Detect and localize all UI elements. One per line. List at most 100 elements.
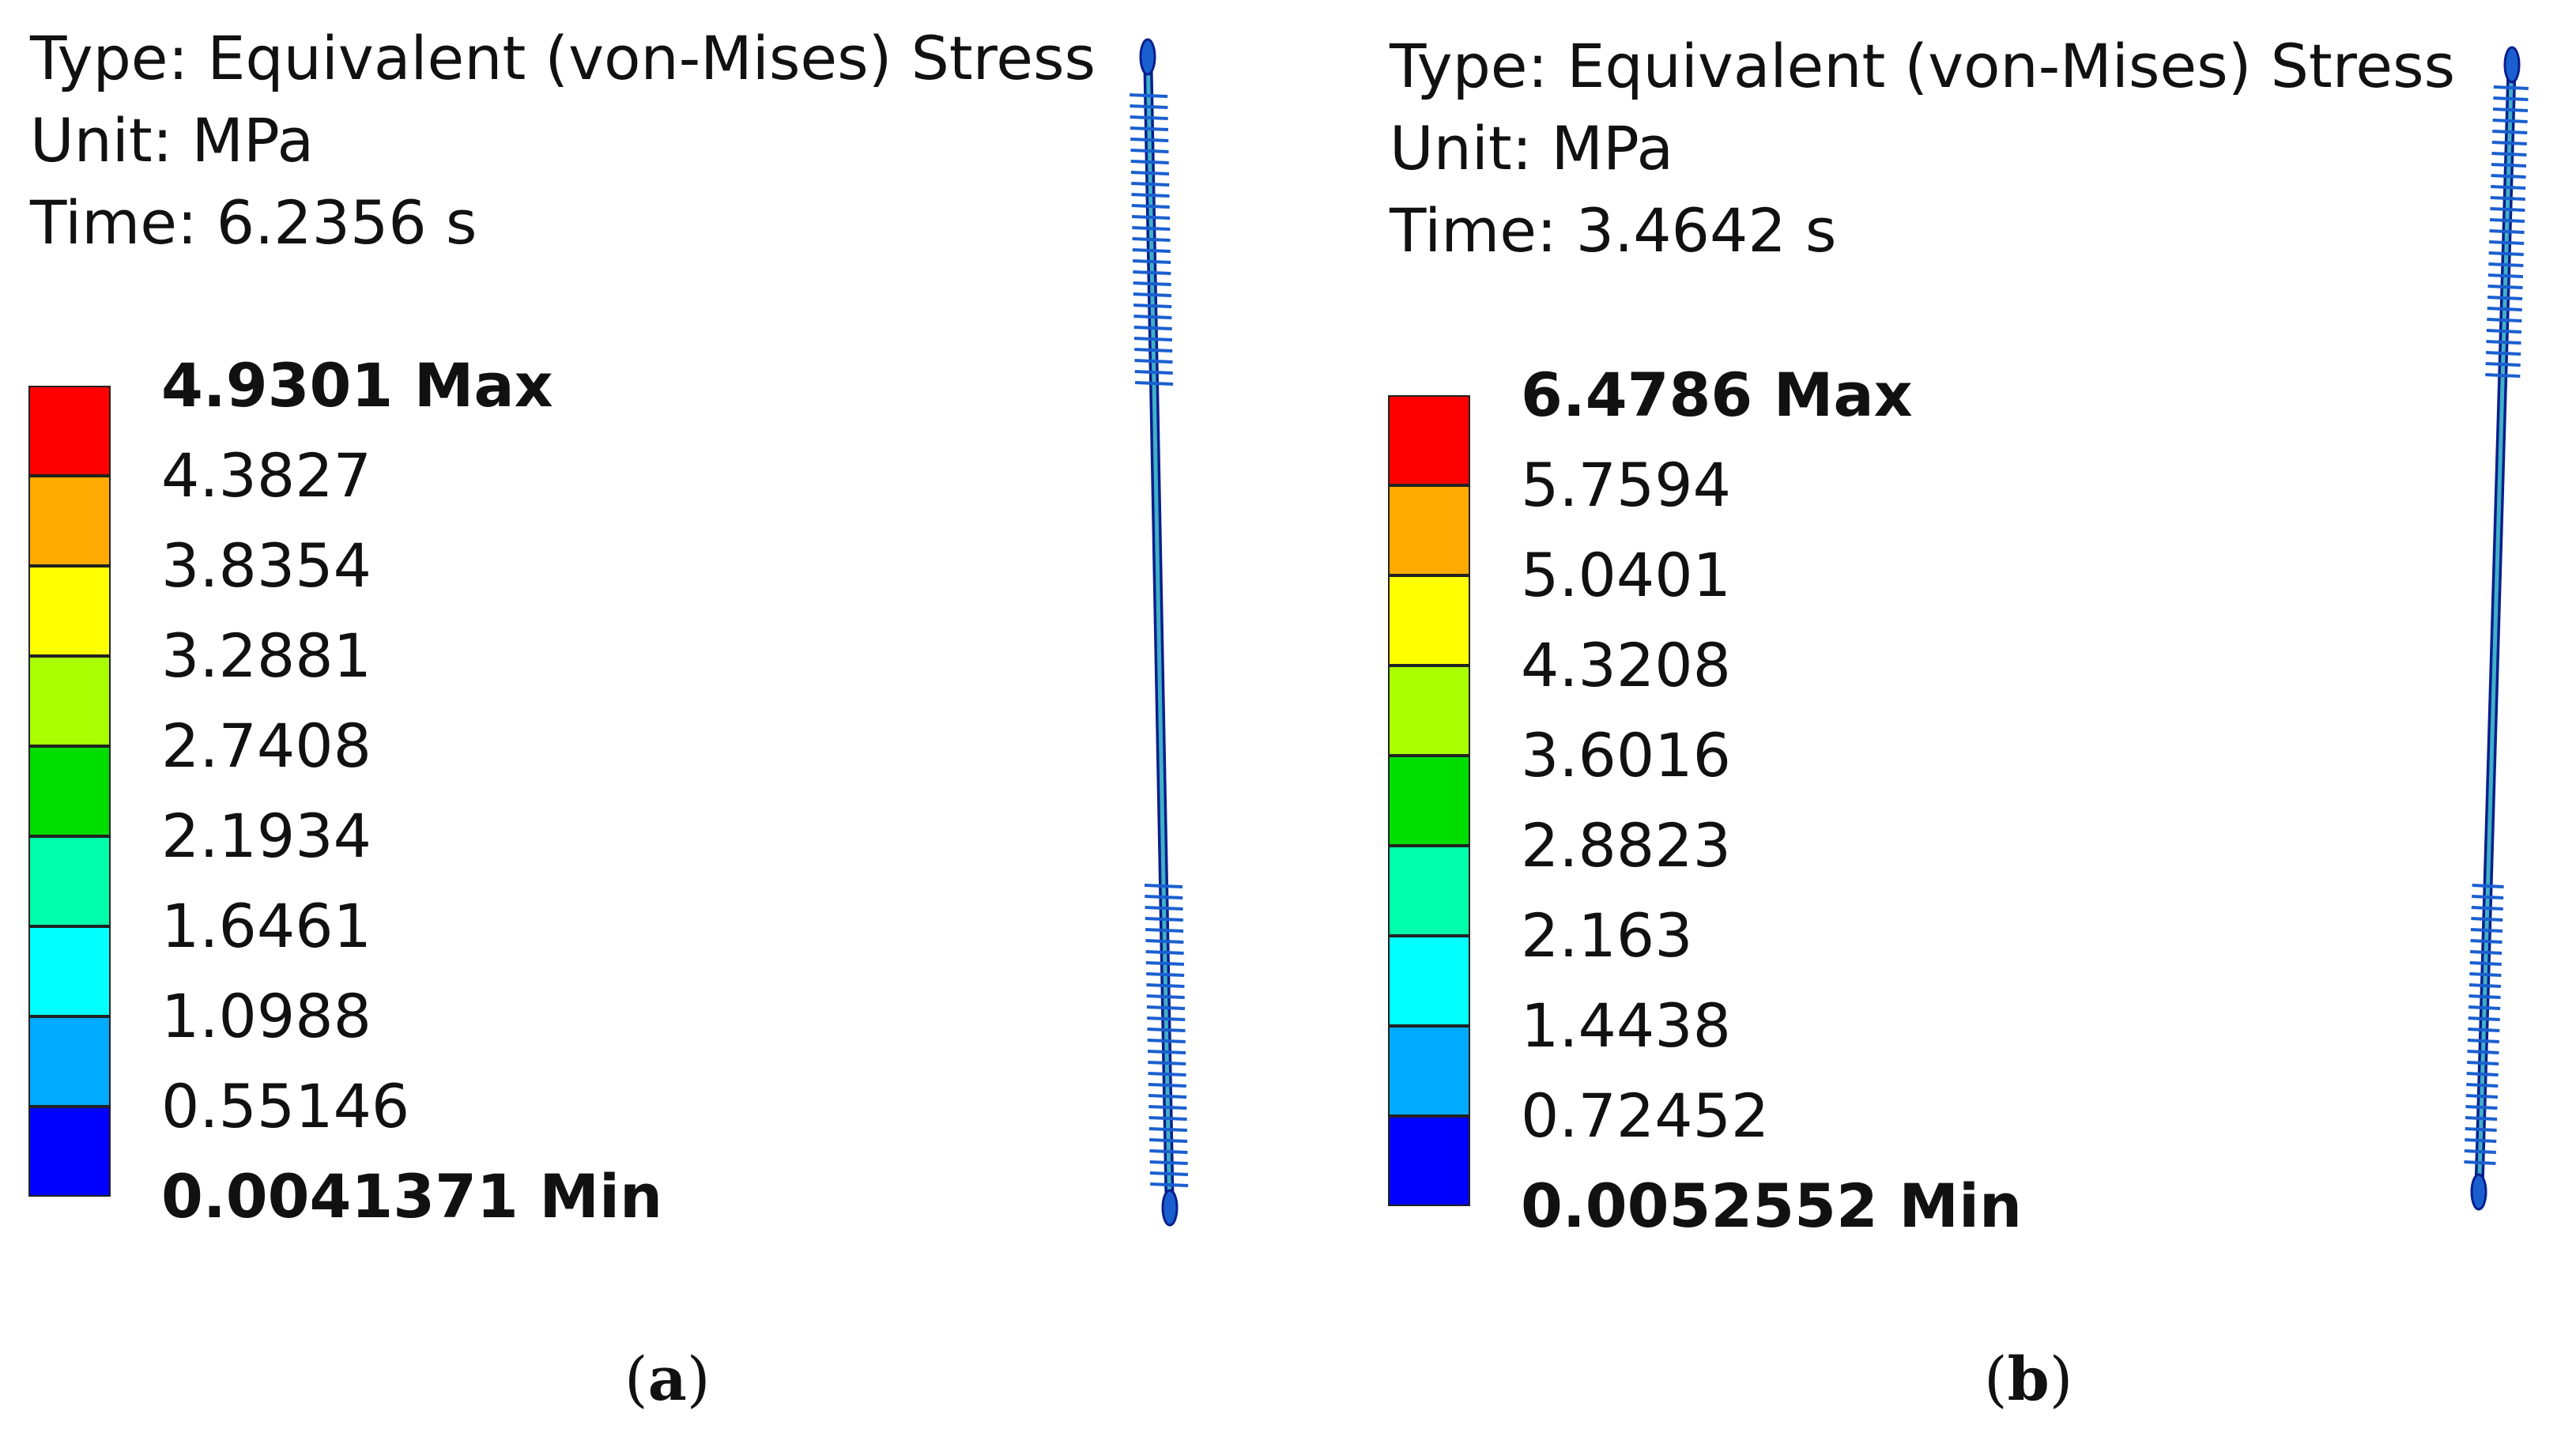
legend-value: 4.3208 [1521,630,1731,700]
legend-value: 3.8354 [161,530,372,601]
legend-value: 3.6016 [1521,720,1731,790]
legend-band-7 [1388,936,1470,1026]
insulator-shed [1130,104,1168,109]
legend-band-6 [28,836,111,926]
insulator-shed [2487,307,2522,311]
insulator-shed [1148,1116,1187,1121]
insulator-rod-core [2476,53,2514,1204]
insulator-shed [1147,1028,1186,1032]
insulator-shed [1148,1105,1187,1110]
result-header: Type: Equivalent (von-Mises) Stress Unit… [30,17,1096,264]
result-type: Type: Equivalent (von-Mises) Stress [30,23,1096,93]
legend-value: 5.7594 [1521,450,1731,520]
insulator-shed [1130,160,1169,164]
insulator-shed [2487,296,2523,300]
insulator-shed [2492,130,2528,134]
insulator-shed [1148,1083,1186,1088]
insulator-shed [2491,152,2527,156]
insulator-shed [2487,285,2523,289]
insulator-shed [1133,337,1173,341]
insulator-shed [1133,281,1171,286]
insulator-shed [2472,895,2504,899]
insulator-shed [1150,1182,1189,1187]
result-time: Time: 3.4642 s [1390,195,1837,266]
insulator-shed [1146,983,1185,988]
legend-value: 1.4438 [1521,990,1731,1061]
insulator-shed [2472,884,2504,888]
insulator-shed [2490,196,2525,201]
legend-value: 2.8823 [1521,810,1731,881]
insulator-shed [1146,972,1185,977]
insulator-shed [2465,1116,2498,1121]
insulator-shed [2465,1105,2498,1110]
insulator-shed [1133,259,1171,264]
legend-band-9 [1388,1116,1470,1206]
insulator-shed [2465,1138,2497,1143]
insulator-shed [2487,318,2522,322]
figure-caption: (b) [1984,1344,2072,1415]
legend-value: 5.0401 [1521,540,1731,610]
legend-band-4 [28,656,111,746]
insulator-shed [2493,96,2529,101]
insulator-shed [2471,906,2503,911]
legend-value: 0.55146 [161,1071,410,1141]
legend-band-2 [1388,485,1470,575]
legend-band-3 [28,566,111,656]
panel-b: Type: Equivalent (von-Mises) Stress Unit… [1288,0,2576,1433]
insulator-shed [1145,895,1183,899]
insulator-shed [1148,1061,1186,1065]
insulator-shed [2486,329,2522,334]
insulator-shed [1133,304,1172,308]
insulator-shed [1131,204,1170,209]
insulator-shed [1145,939,1184,944]
legend-value: 1.6461 [161,891,372,961]
insulator-shed [2492,119,2528,123]
insulator-shed [1131,215,1171,220]
caption-open: ( [1984,1344,2008,1414]
insulator-shed [1149,1171,1189,1176]
legend-min-label: 0.0052552 Min [1521,1171,2023,1241]
result-type: Type: Equivalent (von-Mises) Stress [1390,31,2456,101]
insulator-model [1130,38,1189,1227]
insulator-shed [1149,1138,1188,1143]
insulator-rod-core [1145,45,1172,1220]
insulator-shed [2470,950,2502,955]
insulator-shed [2470,939,2502,944]
caption-letter: b [2007,1344,2050,1414]
insulator-shed [1144,884,1183,888]
color-legend: 4.9301 Max 4.3827 3.8354 3.2881 2.7408 2… [28,356,662,1227]
legend-value: 2.163 [1521,900,1693,971]
legend-band-8 [28,1016,111,1107]
insulator-shed [2491,174,2526,179]
legend-value: 2.7408 [161,711,372,781]
insulator-shed [2492,107,2529,112]
legend-band-5 [28,746,111,836]
insulator-shed [2465,1094,2498,1099]
insulator-shed [2469,994,2501,999]
insulator-shed [1132,248,1171,253]
insulator-shed [2469,1005,2501,1010]
insulator-shed [2489,229,2525,234]
result-time: Time: 6.2356 s [30,187,477,258]
legend-band-8 [1388,1026,1470,1116]
insulator-shed [1146,994,1185,999]
insulator-shed [1130,138,1169,142]
legend-band-5 [1388,756,1470,846]
insulator-shed [2464,1160,2496,1165]
end-fitting-top [2503,46,2521,84]
insulator-shed [1134,348,1173,353]
insulator-shed [2488,262,2524,267]
insulator-shed [1145,950,1184,955]
insulator-shed [1130,171,1170,175]
insulator-shed [2490,207,2525,212]
insulator-shed [2469,983,2502,988]
insulator-shed [1134,359,1173,364]
insulator-shed [1134,370,1173,375]
insulator-shed [1148,1072,1186,1077]
result-header: Type: Equivalent (von-Mises) Stress Unit… [1390,25,2455,272]
insulator-shed [2467,1039,2500,1043]
figure-caption: (a) [624,1344,711,1415]
insulator-shed [2491,141,2527,145]
caption-close: ) [686,1344,711,1414]
legend-band-4 [1388,666,1470,756]
